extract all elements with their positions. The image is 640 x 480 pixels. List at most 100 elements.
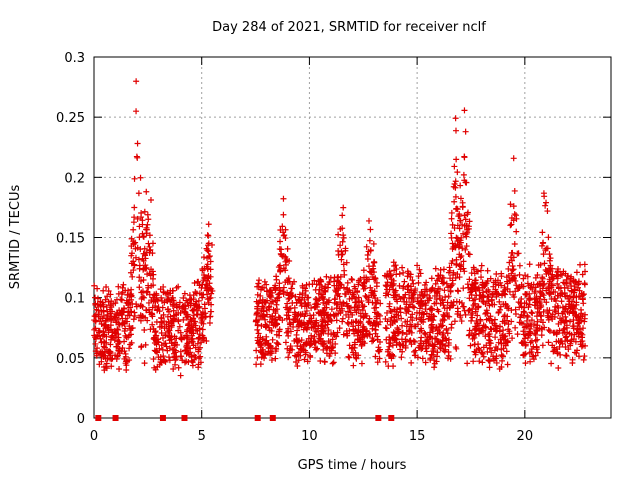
data-point [563, 322, 570, 329]
data-point [467, 289, 474, 296]
data-point [532, 288, 539, 295]
data-point [457, 312, 464, 319]
data-point [494, 277, 501, 284]
data-point [337, 299, 344, 306]
data-point [521, 304, 528, 311]
data-point [350, 326, 357, 333]
data-point [297, 343, 304, 350]
data-point [328, 317, 335, 324]
data-point [125, 287, 132, 294]
data-point [538, 302, 545, 309]
data-point [568, 331, 575, 338]
data-point [179, 357, 186, 364]
data-point [143, 307, 150, 314]
data-point [483, 280, 490, 287]
data-point [123, 367, 130, 374]
data-point [408, 341, 415, 348]
data-point [137, 174, 144, 181]
data-point [460, 171, 467, 178]
data-point [337, 281, 344, 288]
data-point [298, 299, 305, 306]
data-point [298, 345, 305, 352]
data-point [560, 268, 567, 275]
data-point [312, 344, 319, 351]
data-point [529, 285, 536, 292]
data-point [458, 318, 465, 325]
data-point [299, 346, 306, 353]
data-point [407, 337, 414, 344]
data-point [195, 335, 202, 342]
data-point [303, 307, 310, 314]
data-point [573, 269, 580, 276]
data-point [287, 345, 294, 352]
data-point [165, 354, 172, 361]
data-point [452, 242, 459, 249]
data-point [267, 292, 274, 299]
data-point [317, 310, 324, 317]
data-point [448, 260, 455, 267]
data-point [180, 316, 187, 323]
data-point [206, 320, 213, 327]
data-point [142, 255, 149, 262]
data-point [302, 310, 309, 317]
data-point [276, 326, 283, 333]
data-point [550, 275, 557, 282]
data-point [263, 281, 270, 288]
data-point [398, 354, 405, 361]
data-point [119, 315, 126, 322]
data-point [128, 292, 135, 299]
data-point [543, 199, 550, 206]
data-point [416, 310, 423, 317]
data-point [361, 274, 368, 281]
data-point [421, 329, 428, 336]
data-point [264, 311, 271, 318]
data-point [123, 334, 130, 341]
data-point [190, 312, 197, 319]
data-point [546, 257, 553, 264]
data-point [339, 315, 346, 322]
data-point [293, 353, 300, 360]
data-point [383, 325, 390, 332]
data-point [131, 175, 138, 182]
data-point [286, 321, 293, 328]
data-point [370, 240, 377, 247]
data-point [465, 251, 472, 258]
data-point [523, 317, 530, 324]
data-point [533, 293, 540, 300]
x-tick-label: 10 [301, 429, 318, 444]
data-point [108, 356, 115, 363]
data-point [563, 317, 570, 324]
data-point [302, 351, 309, 358]
data-point [423, 348, 430, 355]
data-point [513, 228, 520, 235]
data-point [572, 279, 579, 286]
data-point [327, 339, 334, 346]
data-point [413, 315, 420, 322]
data-point [503, 274, 510, 281]
data-point [341, 271, 348, 278]
data-point [554, 268, 561, 275]
data-point [470, 264, 477, 271]
data-point [420, 340, 427, 347]
data-point [358, 360, 365, 367]
data-point [520, 328, 527, 335]
data-point [345, 320, 352, 327]
data-point [257, 348, 264, 355]
data-point [437, 345, 444, 352]
data-point [447, 275, 454, 282]
data-point [175, 364, 182, 371]
data-point [462, 128, 469, 135]
data-point [537, 261, 544, 268]
data-point [462, 216, 469, 223]
data-point [200, 272, 207, 279]
data-point [183, 350, 190, 357]
data-point [414, 262, 421, 269]
data-point [501, 313, 508, 320]
data-point [436, 323, 443, 330]
data-point [92, 340, 99, 347]
data-point [508, 270, 515, 277]
data-point [175, 327, 182, 334]
data-point [369, 274, 376, 281]
data-point [284, 245, 291, 252]
data-point [516, 319, 523, 326]
